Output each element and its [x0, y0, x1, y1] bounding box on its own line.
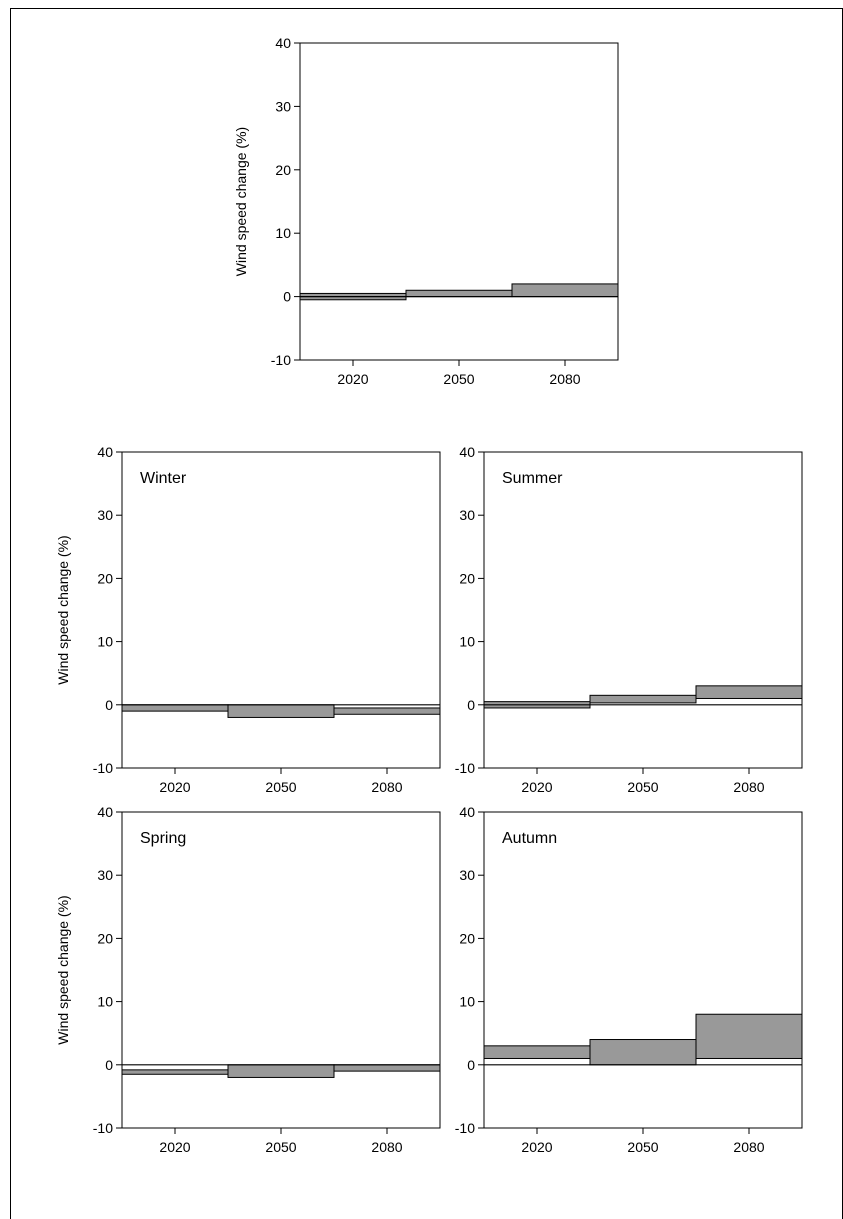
y-tick-label: -10	[93, 1120, 113, 1136]
y-tick-label: 0	[105, 697, 113, 713]
y-tick-label: 40	[459, 444, 475, 460]
chart-panel-3: -10 0 10 20 30 40 2020 2050 2080 Spring Wind speed…	[55, 804, 441, 1155]
panel-label: Spring	[140, 830, 186, 847]
range-bar-2080	[695, 685, 803, 699]
x-tick-label: 2080	[371, 779, 402, 795]
plot-frame	[483, 811, 803, 1129]
x-tick-label: 2020	[521, 1139, 552, 1155]
y-tick-label: 20	[459, 930, 475, 946]
y-tick-label: 40	[97, 444, 113, 460]
x-tick-label: 2050	[265, 1139, 296, 1155]
chart-panel-4: -10 0 10 20 30 40 2020 2050 2080 Autumn	[455, 804, 803, 1155]
x-tick-label: 2050	[627, 1139, 658, 1155]
x-tick-label: 2080	[549, 371, 580, 387]
x-tick-label: 2020	[521, 779, 552, 795]
range-bar-2080	[695, 1013, 803, 1059]
y-tick-label: 0	[467, 697, 475, 713]
range-bar-2020	[121, 1069, 229, 1075]
y-tick-label: 30	[97, 867, 113, 883]
panel-label: Autumn	[502, 830, 557, 847]
range-bar-2050	[227, 1064, 335, 1078]
y-tick-label: 30	[97, 507, 113, 523]
y-tick-label: 10	[97, 634, 113, 650]
chart-panel-1: -10 0 10 20 30 40 2020 2050 2080 Winter Wind speed…	[55, 444, 441, 795]
plot-frame	[121, 811, 441, 1129]
plot-frame	[483, 451, 803, 769]
y-tick-label: 0	[105, 1057, 113, 1073]
y-tick-label: 10	[459, 994, 475, 1010]
range-bar-2080	[333, 707, 441, 715]
y-tick-label: 40	[97, 804, 113, 820]
y-tick-label: 20	[97, 930, 113, 946]
x-tick-label: 2050	[627, 779, 658, 795]
y-tick-label: 10	[97, 994, 113, 1010]
y-tick-label: 10	[275, 225, 291, 241]
chart-panel-2: -10 0 10 20 30 40 2020 2050 2080 Summer	[455, 444, 803, 795]
y-tick-label: -10	[455, 1120, 475, 1136]
x-tick-label: 2020	[159, 779, 190, 795]
range-bar-2080	[333, 1064, 441, 1072]
y-tick-label: 20	[275, 162, 291, 178]
y-tick-label: 30	[459, 507, 475, 523]
range-bar-2050	[405, 289, 513, 298]
y-tick-label: -10	[93, 760, 113, 776]
range-bar-2050	[589, 694, 697, 704]
x-tick-label: 2080	[733, 1139, 764, 1155]
y-tick-label: 30	[275, 98, 291, 114]
panel-label: Summer	[502, 470, 563, 487]
panel-label: Winter	[140, 470, 187, 487]
y-axis-label: Wind speed change (%)	[55, 535, 71, 684]
x-tick-label: 2050	[443, 371, 474, 387]
range-bar-2020	[483, 1045, 591, 1059]
plot-frame	[121, 451, 441, 769]
y-tick-label: 0	[467, 1057, 475, 1073]
y-tick-label: 40	[459, 804, 475, 820]
y-tick-label: -10	[271, 352, 291, 368]
y-tick-label: 40	[275, 35, 291, 51]
y-axis-label: Wind speed change (%)	[55, 895, 71, 1044]
y-tick-label: 30	[459, 867, 475, 883]
y-tick-label: 10	[459, 634, 475, 650]
x-tick-label: 2080	[733, 779, 764, 795]
x-tick-label: 2020	[159, 1139, 190, 1155]
y-tick-label: -10	[455, 760, 475, 776]
y-axis-label: Wind speed change (%)	[233, 127, 249, 276]
range-bar-2050	[227, 704, 335, 718]
y-tick-label: 0	[283, 289, 291, 305]
y-tick-label: 20	[97, 570, 113, 586]
plot-frame	[299, 42, 619, 361]
x-tick-label: 2080	[371, 1139, 402, 1155]
y-tick-label: 20	[459, 570, 475, 586]
range-bar-2020	[121, 704, 229, 712]
x-tick-label: 2020	[337, 371, 368, 387]
x-tick-label: 2050	[265, 779, 296, 795]
chart-panel-0: -10 0 10 20 30 40 2020 2050 2080 Wind speed chang…	[233, 35, 619, 387]
range-bar-2080	[511, 283, 619, 298]
range-bar-2050	[589, 1039, 697, 1066]
